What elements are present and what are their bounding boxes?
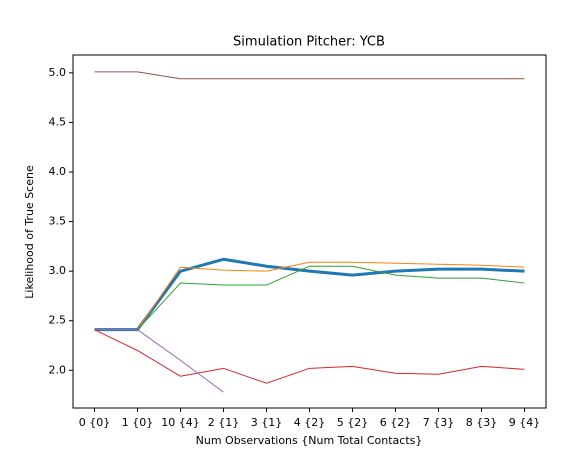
x-axis-label: Num Observations {Num Total Contacts} [196, 434, 423, 447]
y-tick-label: 2.0 [49, 363, 67, 376]
y-tick-label: 4.5 [49, 115, 67, 128]
series-line [94, 261, 525, 331]
x-tick-label: 8 {3} [466, 416, 498, 429]
x-tick-label: 9 {4} [509, 416, 541, 429]
y-tick-label: 3.0 [49, 264, 67, 277]
y-tick-label: 2.5 [49, 314, 67, 327]
series-line [94, 329, 224, 393]
y-tick-label: 5.0 [49, 66, 67, 79]
series-line [94, 71, 525, 80]
y-axis-label: Likelihood of True Scene [23, 165, 36, 299]
x-tick-label: 0 {0} [79, 416, 111, 429]
x-tick-label: 1 {0} [122, 416, 154, 429]
plot-frame [72, 54, 547, 409]
series-line [94, 265, 525, 331]
x-tick-label: 4 {2} [294, 416, 326, 429]
x-tick-label: 7 {3} [423, 416, 455, 429]
x-tick-label: 10 {4} [161, 416, 200, 429]
y-tick-label: 4.0 [49, 165, 67, 178]
y-tick-label: 3.5 [49, 215, 67, 228]
x-tick-label: 6 {2} [380, 416, 412, 429]
series-line [94, 257, 525, 332]
x-tick-label: 2 {1} [208, 416, 240, 429]
series-line [94, 329, 525, 384]
chart-title: Simulation Pitcher: YCB [233, 35, 385, 50]
x-tick-label: 3 {1} [251, 416, 283, 429]
x-tick-label: 5 {2} [337, 416, 369, 429]
